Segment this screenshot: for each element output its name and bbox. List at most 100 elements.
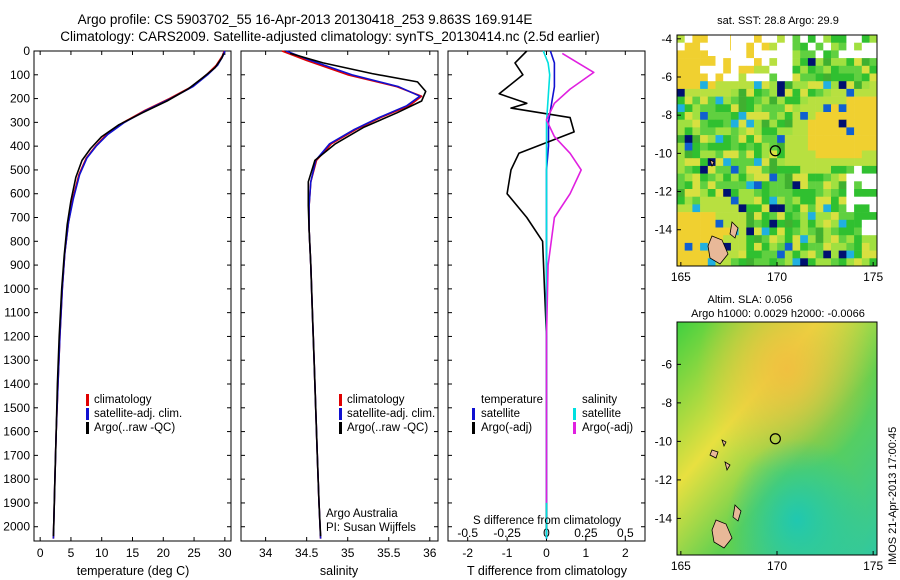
sst-pixel [769, 235, 778, 244]
sst-pixel [869, 58, 878, 67]
sst-pixel [784, 81, 793, 90]
sst-pixel [692, 73, 701, 82]
sst-pixel [730, 119, 739, 128]
sst-pixel [684, 42, 693, 51]
sst-pixel [869, 212, 878, 221]
sst-pixel [846, 112, 855, 120]
sst-pixel [823, 173, 832, 182]
difference-panel: -2 -1 0 1 2-0.5 -0.25 0 0.25 0.5 [448, 50, 645, 560]
sst-pixel [784, 219, 793, 228]
sst-pixel [800, 119, 809, 128]
sst-pixel [677, 165, 685, 174]
sst-pixel [854, 35, 863, 43]
sst-pixel [754, 112, 762, 120]
sst-pixel [854, 181, 863, 190]
sst-pixel [807, 242, 816, 251]
sst-pixel [815, 181, 824, 190]
sst-pixel [823, 81, 832, 90]
sst-pixel [746, 173, 755, 182]
sst-pixel [677, 135, 685, 144]
sst-pixel [838, 50, 847, 59]
sst-pixel [815, 88, 824, 97]
sst-pixel [700, 189, 709, 197]
sst-pixel [769, 150, 778, 159]
sst-pixel [746, 50, 755, 59]
y-tick-label: 500 [10, 163, 30, 177]
sst-pixel [823, 258, 832, 267]
sst-pixel [846, 196, 855, 205]
sst-pixel [838, 58, 847, 67]
sst-pixel [715, 158, 724, 167]
sst-pixel [761, 242, 770, 251]
sst-pixel [854, 150, 863, 159]
sst-pixel [684, 173, 693, 182]
sst-pixel [769, 81, 778, 90]
sst-pixel [715, 119, 724, 128]
sst-pixel [815, 227, 824, 236]
sst-pixel [761, 104, 770, 113]
sst-pixel [677, 212, 685, 221]
sst-pixel [707, 65, 716, 74]
sst-pixel [754, 181, 762, 190]
sst-pixel [846, 81, 855, 90]
sst-pixel [861, 88, 870, 97]
sst-pixel [730, 189, 739, 197]
legend-climatology: climatology [347, 394, 405, 406]
sst-pixel [831, 88, 839, 97]
sst-pixel [738, 104, 747, 113]
salinity-axis-label: salinity [320, 564, 359, 578]
legend-swatch-t-argo [472, 422, 475, 434]
s-difference-label: S difference from climatology [473, 515, 621, 527]
sst-pixel [777, 196, 786, 205]
sst-pixel [846, 173, 855, 182]
sst-pixel [800, 35, 809, 43]
sst-pixel [738, 127, 747, 136]
sst-pixel [738, 119, 747, 128]
sst-pixel [815, 135, 824, 144]
sst-pixel [869, 104, 878, 113]
y-tick-label: 1400 [3, 377, 30, 391]
sst-pixel [815, 250, 824, 259]
sst-pixel [800, 196, 809, 205]
sst-pixel [761, 258, 770, 267]
sst-pixel [861, 35, 870, 43]
sst-pixel [738, 142, 747, 151]
sst-pixel [815, 81, 824, 90]
difference-legend: temperature satellite Argo(-adj) salinit… [472, 394, 633, 434]
sst-pixel [761, 119, 770, 128]
sst-pixel [861, 104, 870, 113]
sst-pixel [777, 250, 786, 259]
sst-pixel [707, 104, 716, 113]
sst-pixel [784, 181, 793, 190]
sst-pixel [807, 142, 816, 151]
sst-pixel [754, 96, 762, 105]
sst-pixel [684, 81, 693, 90]
sst-pixel [707, 165, 716, 174]
sst-pixel [854, 227, 863, 236]
sst-pixel [823, 58, 832, 67]
sst-pixel [730, 127, 739, 136]
sst-pixel [831, 219, 839, 228]
sst-pixel [838, 242, 847, 251]
sst-pixel [831, 173, 839, 182]
sst-pixel [831, 104, 839, 113]
sst-pixel [869, 119, 878, 128]
sst-pixel [761, 212, 770, 221]
sst-pixel [715, 196, 724, 205]
map-y-tick-label: -8 [661, 396, 672, 410]
sst-pixel [738, 50, 747, 59]
sst-pixel [746, 196, 755, 205]
sst-pixel [846, 142, 855, 151]
sst-pixel [784, 65, 793, 74]
legend-salinity-heading: salinity [582, 394, 617, 406]
sst-pixel [831, 35, 839, 43]
sst-pixel [831, 196, 839, 205]
sst-pixel [784, 73, 793, 82]
sst-pixel [846, 150, 855, 159]
sst-pixel [838, 219, 847, 228]
sst-pixel [784, 112, 793, 120]
sst-pixel [684, 96, 693, 105]
sst-pixel [838, 81, 847, 90]
sst-pixel [769, 212, 778, 221]
sst-pixel [854, 165, 863, 174]
